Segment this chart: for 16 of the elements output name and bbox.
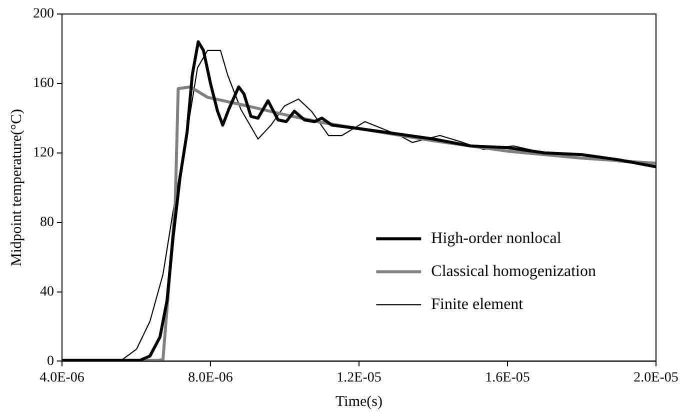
legend-label: Classical homogenization xyxy=(431,262,596,280)
y-tick-label: 40 xyxy=(40,284,54,300)
x-tick-label: 8.0E-06 xyxy=(188,370,233,386)
x-axis-title: Time(s) xyxy=(336,394,382,410)
legend-label: High-order nonlocal xyxy=(431,230,562,247)
y-axis-title: Midpoint temperature(°C) xyxy=(8,108,25,266)
y-tick-label: 0 xyxy=(47,354,54,369)
y-tick-label: 160 xyxy=(33,76,54,92)
x-tick-label: 4.0E-06 xyxy=(40,370,84,386)
x-tick-label: 1.6E-05 xyxy=(485,370,530,386)
y-tick-label: 80 xyxy=(40,214,54,230)
y-tick-label: 120 xyxy=(33,146,54,161)
x-tick-label: 1.2E-05 xyxy=(336,370,382,386)
legend-label: Finite element xyxy=(431,296,524,313)
y-tick-label: 200 xyxy=(33,6,54,22)
x-tick-label: 2.0E-05 xyxy=(634,370,678,386)
